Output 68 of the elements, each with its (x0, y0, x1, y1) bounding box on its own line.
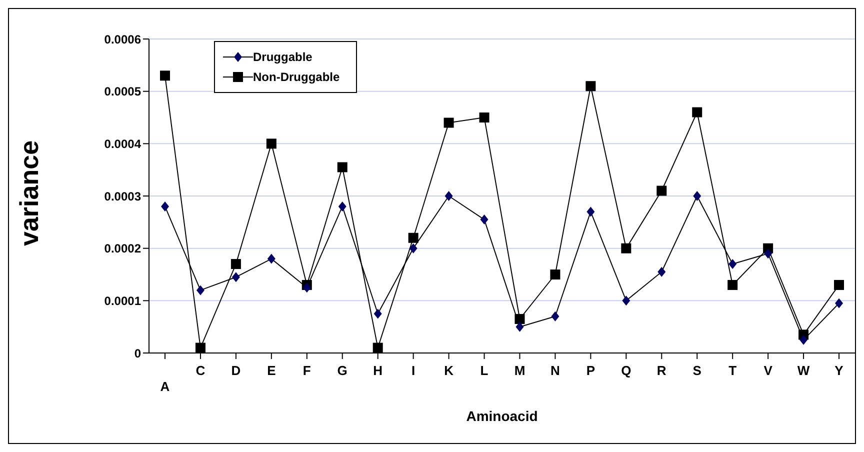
x-tick-label: P (586, 363, 596, 378)
point (764, 248, 772, 259)
point (728, 280, 738, 290)
point (800, 334, 808, 345)
y-tick-label: 0.0001 (104, 294, 142, 308)
x-tick-label: D (231, 363, 241, 378)
point (621, 243, 632, 254)
point (232, 272, 240, 282)
point (479, 112, 490, 122)
point (161, 201, 169, 212)
point (160, 70, 170, 81)
point (835, 298, 843, 308)
y-tick-label: 0.0005 (104, 84, 142, 99)
legend-label: Druggable (253, 50, 312, 64)
x-tick-label: N (550, 363, 560, 378)
x-tick-label: Q (621, 363, 632, 378)
y-tick-label: 0.0002 (104, 242, 142, 256)
legend-label: Non-Druggable (253, 70, 340, 84)
point (516, 322, 524, 332)
x-tick-label: G (337, 363, 348, 378)
point (551, 311, 560, 322)
point (480, 214, 488, 225)
point (658, 266, 666, 277)
y-tick-label: 0.0006 (104, 32, 142, 46)
point (693, 191, 702, 201)
x-tick-label: W (797, 363, 810, 378)
x-tick-label: L (480, 363, 488, 378)
point (195, 342, 206, 353)
point (337, 162, 348, 172)
x-axis-title: Aminoacid (466, 408, 538, 424)
point (444, 191, 453, 201)
x-tick-label: M (514, 363, 526, 378)
y-tick-label: 0.0003 (104, 189, 142, 204)
point (514, 314, 525, 324)
point (692, 107, 702, 118)
x-tick-label: I (412, 363, 416, 378)
point (372, 342, 383, 353)
x-tick-label: A (160, 379, 170, 394)
x-tick-label: C (196, 363, 206, 378)
x-tick-label: V (764, 363, 773, 378)
point (374, 308, 382, 319)
point (338, 201, 346, 212)
y-tick-label: 0 (134, 346, 142, 360)
point (586, 81, 596, 92)
point (586, 206, 595, 217)
x-tick-label: S (692, 363, 702, 378)
point (550, 270, 560, 280)
point (656, 186, 667, 196)
point (267, 254, 276, 264)
point (266, 138, 276, 149)
x-tick-label: Y (834, 363, 844, 378)
x-tick-label: K (444, 363, 454, 378)
point (230, 259, 241, 270)
point (408, 232, 418, 243)
point (444, 118, 454, 128)
x-tick-label: T (728, 363, 737, 378)
y-tick-label: 0.0004 (104, 136, 142, 151)
x-tick-label: E (267, 363, 276, 378)
point (302, 282, 311, 293)
point (834, 280, 844, 290)
x-tick-label: H (373, 363, 383, 378)
y-axis-title: variance (14, 140, 44, 246)
point (196, 285, 204, 296)
point (409, 243, 418, 254)
point (622, 296, 630, 306)
point (728, 259, 737, 270)
x-tick-label: F (302, 363, 311, 378)
x-tick-label: R (656, 363, 667, 378)
